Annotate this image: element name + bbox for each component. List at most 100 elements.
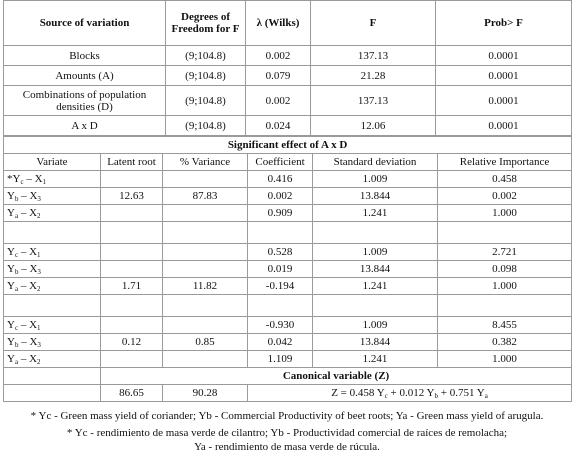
footnote: * Yc - rendimiento de masa verde de cila… bbox=[66, 427, 508, 439]
subscript: c bbox=[20, 178, 24, 186]
row: Ya – X2 1.109 1.241 1.000 bbox=[3, 350, 573, 368]
subscript: b bbox=[14, 195, 19, 203]
cell: (9;104.8) bbox=[165, 85, 246, 116]
variate-cell: Yc – X1 bbox=[3, 243, 101, 261]
text: – X bbox=[18, 353, 38, 365]
variate-cell: Ya – X2 bbox=[3, 350, 101, 368]
row: Yb – X3 0.12 0.85 0.042 13.844 0.382 bbox=[3, 333, 573, 351]
section-row: Significant effect of A x D bbox=[2, 136, 573, 154]
empty-cell bbox=[312, 294, 438, 317]
row: Ya – X2 1.71 11.82 -0.194 1.241 1.000 bbox=[3, 277, 573, 295]
empty-cell bbox=[436, 221, 573, 244]
empty-cell bbox=[3, 384, 101, 402]
footnote: Ya - rendimiento de masa verde de rúcula… bbox=[194, 441, 380, 453]
cell: 1.000 bbox=[436, 350, 573, 368]
text: – X bbox=[18, 246, 38, 258]
subscript: 2 bbox=[37, 285, 41, 293]
empty-cell bbox=[247, 221, 313, 244]
cell: 0.0001 bbox=[435, 85, 572, 116]
subscript: 1 bbox=[37, 324, 41, 332]
empty-cell bbox=[162, 221, 248, 244]
cell: 0.002 bbox=[247, 187, 313, 205]
subscript: c bbox=[384, 392, 388, 400]
subscript: a bbox=[14, 285, 19, 293]
header-cell: λ (Wilks) bbox=[245, 0, 311, 46]
cell: 0.85 bbox=[162, 333, 248, 351]
text: Y bbox=[7, 336, 15, 348]
text: + 0.751 Y bbox=[438, 387, 485, 399]
cell: 0.416 bbox=[247, 170, 313, 188]
empty-cell bbox=[436, 294, 573, 317]
row: Amounts (A) (9;104.8) 0.079 21.28 0.0001 bbox=[3, 65, 572, 86]
cell: 2.721 bbox=[436, 243, 573, 261]
empty-cell bbox=[100, 221, 163, 244]
cell: 1.241 bbox=[312, 277, 438, 295]
cell bbox=[162, 350, 248, 368]
footnotes: * Yc - Green mass yield of coriander; Yb… bbox=[0, 406, 574, 454]
text: Y bbox=[7, 207, 15, 219]
cell: 0.098 bbox=[436, 260, 573, 278]
canonical-label-row: Canonical variable (Z) bbox=[3, 367, 573, 385]
text: Y bbox=[7, 280, 15, 292]
subscript: 3 bbox=[37, 195, 41, 203]
text: Y bbox=[7, 353, 15, 365]
empty-cell bbox=[162, 294, 248, 317]
cell: 87.83 bbox=[162, 187, 248, 205]
text: + 0.012 Y bbox=[387, 387, 435, 399]
row: Yb – X3 0.019 13.844 0.098 bbox=[3, 260, 573, 278]
cell: -0.930 bbox=[247, 316, 313, 334]
variate-cell: *Yc – X1 bbox=[3, 170, 101, 188]
cell: 11.82 bbox=[162, 277, 248, 295]
sub-header-cell: Relative Importance bbox=[436, 153, 573, 171]
cell: 13.844 bbox=[312, 187, 438, 205]
cell: 1.241 bbox=[312, 350, 438, 368]
cell bbox=[100, 316, 163, 334]
empty-cell bbox=[3, 221, 101, 244]
anova-table: Source of variation Degrees of Freedom fo… bbox=[3, 0, 572, 136]
sub-header-cell: Latent root bbox=[100, 153, 163, 171]
cell: 90.28 bbox=[162, 384, 248, 402]
cell: 0.002 bbox=[245, 45, 311, 66]
cell: 1.009 bbox=[312, 170, 438, 188]
cell: 0.002 bbox=[245, 85, 311, 116]
variate-cell: Yb – X3 bbox=[3, 260, 101, 278]
empty-cell bbox=[3, 294, 101, 317]
empty-cell bbox=[247, 294, 313, 317]
header-cell: Source of variation bbox=[3, 0, 166, 46]
text: Z = 0.458 Y bbox=[331, 387, 385, 399]
cell bbox=[100, 204, 163, 222]
gap-row bbox=[3, 221, 573, 244]
footnote: * Yc - Green mass yield of coriander; Yb… bbox=[30, 410, 544, 422]
row: Yb – X3 12.63 87.83 0.002 13.844 0.002 bbox=[3, 187, 573, 205]
cell: 13.844 bbox=[312, 333, 438, 351]
cell: 21.28 bbox=[310, 65, 436, 86]
text: – X bbox=[18, 280, 38, 292]
cell: 0.458 bbox=[436, 170, 573, 188]
row: A x D (9;104.8) 0.024 12.06 0.0001 bbox=[3, 115, 572, 136]
sub-header-cell: Standard deviation bbox=[312, 153, 438, 171]
cell bbox=[100, 260, 163, 278]
cell: 1.241 bbox=[312, 204, 438, 222]
header-row: Source of variation Degrees of Freedom fo… bbox=[3, 0, 572, 46]
row: Yc – X1 0.528 1.009 2.721 bbox=[3, 243, 573, 261]
text: *Y bbox=[7, 173, 21, 185]
table-container: Source of variation Degrees of Freedom fo… bbox=[2, 0, 573, 402]
canonical-row: 86.65 90.28 Z = 0.458 Yc + 0.012 Yb + 0.75… bbox=[3, 384, 573, 402]
cell: 0.0001 bbox=[435, 115, 572, 136]
cell: 12.06 bbox=[310, 115, 436, 136]
cell: 0.079 bbox=[245, 65, 311, 86]
cell bbox=[162, 316, 248, 334]
cell: 86.65 bbox=[100, 384, 163, 402]
cell: 1.000 bbox=[436, 204, 573, 222]
variate-cell: Yc – X1 bbox=[3, 316, 101, 334]
empty-cell bbox=[100, 294, 163, 317]
sub-header-cell: % Variance bbox=[162, 153, 248, 171]
variate-cell: Yb – X3 bbox=[3, 333, 101, 351]
cell bbox=[162, 260, 248, 278]
variate-cell: Ya – X2 bbox=[3, 204, 101, 222]
cell bbox=[100, 350, 163, 368]
subscript: 1 bbox=[37, 251, 41, 259]
gap-row bbox=[3, 294, 573, 317]
empty-cell bbox=[3, 367, 101, 385]
